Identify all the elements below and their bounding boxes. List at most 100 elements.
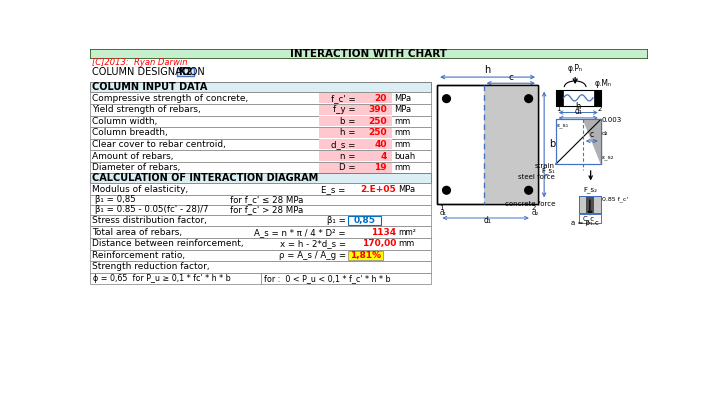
Bar	[90, 104, 431, 115]
Bar	[90, 162, 431, 173]
Text: x = h - 2*d_s =: x = h - 2*d_s =	[279, 239, 346, 248]
Text: 1134: 1134	[371, 228, 396, 237]
Polygon shape	[583, 119, 600, 164]
Text: φ.Pₙ: φ.Pₙ	[567, 64, 582, 73]
Bar	[177, 68, 194, 76]
Bar	[90, 173, 431, 183]
Text: 170,00: 170,00	[361, 239, 396, 248]
Text: for f_c' ≤ 28 MPa: for f_c' ≤ 28 MPa	[230, 195, 303, 205]
Text: for :  0 < P_u < 0,1 * f_c' * h * b: for : 0 < P_u < 0,1 * f_c' * h * b	[264, 274, 390, 283]
Bar	[319, 139, 392, 149]
Bar	[90, 205, 431, 215]
Text: mm: mm	[394, 163, 410, 172]
Text: COLUMN DESIGNATION: COLUMN DESIGNATION	[92, 67, 205, 77]
Text: CALCULATION OF INTERACTION DIAGRAM: CALCULATION OF INTERACTION DIAGRAM	[92, 173, 318, 183]
Bar	[319, 116, 392, 126]
Bar	[90, 49, 648, 59]
Text: [C]2013:  Ryan Darwin: [C]2013: Ryan Darwin	[92, 58, 188, 67]
Text: 390: 390	[368, 105, 387, 114]
Text: COLUMN INPUT DATA: COLUMN INPUT DATA	[92, 83, 207, 92]
Text: b: b	[549, 139, 555, 149]
Bar	[348, 251, 383, 260]
Bar	[437, 85, 538, 204]
Text: 250: 250	[368, 117, 387, 126]
Text: 40: 40	[374, 140, 387, 149]
Bar	[90, 150, 431, 162]
Text: mm: mm	[394, 140, 410, 149]
Text: concrete force: concrete force	[505, 201, 555, 207]
Text: MPa: MPa	[394, 105, 411, 114]
Bar	[594, 90, 600, 106]
Text: 19: 19	[374, 163, 387, 172]
Circle shape	[443, 95, 451, 102]
Bar	[90, 83, 431, 92]
Text: F_s₁: F_s₁	[541, 168, 555, 175]
Text: Column width,: Column width,	[92, 117, 158, 126]
Bar	[556, 90, 563, 106]
Text: ε_s₂: ε_s₂	[601, 156, 613, 160]
Text: mm: mm	[398, 239, 415, 248]
Bar	[579, 196, 600, 213]
Bar	[579, 196, 600, 213]
Text: n =: n =	[341, 151, 356, 160]
Text: Stress distribution factor,: Stress distribution factor,	[92, 216, 207, 225]
Bar	[90, 127, 431, 139]
Bar	[90, 183, 431, 195]
Text: C_c: C_c	[582, 215, 595, 222]
Text: Yield strength of rebars,: Yield strength of rebars,	[92, 105, 201, 114]
Text: A_s = n * π / 4 * D² =: A_s = n * π / 4 * D² =	[254, 228, 346, 237]
Text: 4: 4	[380, 151, 387, 160]
Bar	[90, 261, 431, 273]
Text: 20: 20	[374, 94, 387, 103]
Text: b =: b =	[341, 117, 356, 126]
Text: h: h	[575, 102, 581, 111]
Circle shape	[525, 186, 533, 194]
Bar	[90, 59, 648, 67]
Text: 2.E+05: 2.E+05	[361, 185, 396, 194]
Text: INTERACTION WITH CHART: INTERACTION WITH CHART	[290, 49, 448, 59]
Bar	[437, 85, 538, 204]
Bar	[90, 238, 431, 249]
Text: Strength reduction factor,: Strength reduction factor,	[92, 262, 210, 271]
Text: ρ = A_s / A_g =: ρ = A_s / A_g =	[279, 251, 346, 260]
Text: E_s =: E_s =	[321, 185, 346, 194]
Text: Distance between reinforcement,: Distance between reinforcement,	[92, 239, 244, 248]
Text: 1: 1	[439, 205, 444, 211]
Text: 250: 250	[368, 128, 387, 137]
Text: ϕ = 0,65  for P_u ≥ 0,1 * fc' * h * b: ϕ = 0,65 for P_u ≥ 0,1 * fc' * h * b	[93, 274, 231, 283]
Text: buah: buah	[394, 151, 415, 160]
Text: 0.003: 0.003	[601, 117, 622, 123]
Text: D =: D =	[339, 163, 356, 172]
Bar	[90, 215, 431, 226]
Bar	[579, 214, 600, 224]
Text: Reinforcement ratio,: Reinforcement ratio,	[92, 251, 186, 260]
Text: Modulus of elasticity,: Modulus of elasticity,	[92, 185, 189, 194]
Text: d₁: d₁	[484, 216, 492, 225]
Bar	[90, 139, 431, 150]
Bar	[319, 105, 392, 115]
Bar	[90, 115, 431, 127]
Text: 1,81%: 1,81%	[350, 251, 381, 260]
Text: Clear cover to rebar centroid,: Clear cover to rebar centroid,	[92, 140, 226, 149]
Text: mm: mm	[394, 117, 410, 126]
Text: β₁ = 0.85 - 0.05(fc' - 28)/7: β₁ = 0.85 - 0.05(fc' - 28)/7	[94, 205, 208, 214]
Text: Diameter of rebars,: Diameter of rebars,	[92, 163, 181, 172]
Text: h =: h =	[341, 128, 356, 137]
Bar	[90, 249, 431, 261]
Text: d₁: d₁	[439, 210, 446, 216]
Text: MPa: MPa	[394, 94, 411, 103]
Text: mm²: mm²	[398, 228, 416, 237]
Bar	[90, 67, 648, 77]
Bar	[319, 128, 392, 138]
Bar	[261, 273, 431, 284]
Bar	[556, 119, 600, 164]
Text: d₂: d₂	[601, 131, 608, 136]
Bar	[319, 162, 392, 173]
Text: a = β₁.c: a = β₁.c	[571, 220, 599, 226]
Bar	[484, 85, 538, 204]
Text: β₁ = 0,85: β₁ = 0,85	[94, 195, 135, 205]
Text: f_c' =: f_c' =	[331, 94, 356, 103]
Text: 2: 2	[532, 205, 536, 211]
Bar	[348, 216, 381, 225]
Text: d_s =: d_s =	[331, 140, 356, 149]
